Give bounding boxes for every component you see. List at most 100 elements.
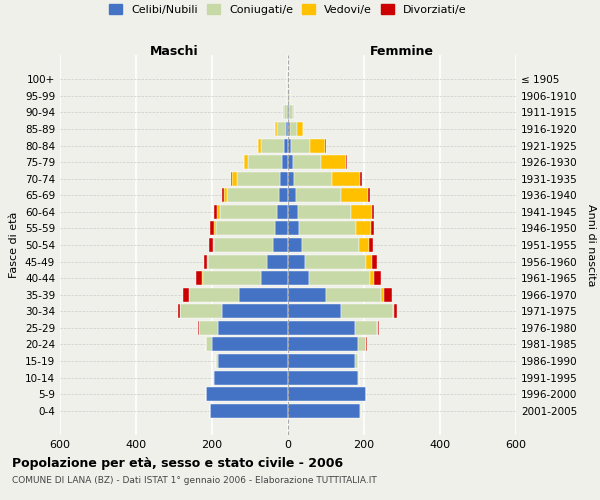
Bar xyxy=(209,238,213,252)
Bar xyxy=(180,304,221,318)
Bar xyxy=(222,188,224,202)
Bar xyxy=(288,387,366,401)
Bar xyxy=(288,370,358,384)
Bar xyxy=(210,404,288,417)
Bar xyxy=(277,122,286,136)
Bar xyxy=(289,89,290,103)
Text: COMUNE DI LANA (BZ) - Dati ISTAT 1° gennaio 2006 - Elaborazione TUTTITALIA.IT: COMUNE DI LANA (BZ) - Dati ISTAT 1° genn… xyxy=(12,476,377,485)
Bar xyxy=(275,122,277,136)
Text: Femmine: Femmine xyxy=(370,45,434,58)
Bar xyxy=(202,271,262,285)
Bar xyxy=(296,188,341,202)
Bar xyxy=(284,106,287,120)
Bar xyxy=(196,271,202,285)
Bar xyxy=(214,370,288,384)
Bar xyxy=(355,354,358,368)
Bar xyxy=(287,106,288,120)
Bar xyxy=(288,188,296,202)
Bar xyxy=(288,321,355,335)
Bar xyxy=(206,387,288,401)
Bar xyxy=(288,304,341,318)
Bar xyxy=(305,254,366,268)
Bar xyxy=(262,138,284,152)
Bar xyxy=(288,172,294,186)
Bar xyxy=(291,138,310,152)
Bar xyxy=(213,370,214,384)
Bar xyxy=(341,188,368,202)
Text: Popolazione per età, sesso e stato civile - 2006: Popolazione per età, sesso e stato civil… xyxy=(12,458,343,470)
Bar xyxy=(297,122,303,136)
Bar xyxy=(275,222,288,235)
Bar xyxy=(378,321,379,335)
Bar xyxy=(293,106,295,120)
Bar xyxy=(288,338,358,351)
Bar xyxy=(332,172,360,186)
Bar xyxy=(198,321,199,335)
Bar xyxy=(218,354,288,368)
Bar xyxy=(221,304,288,318)
Bar xyxy=(355,321,377,335)
Legend: Celibi/Nubili, Coniugati/e, Vedovi/e, Divorziati/e: Celibi/Nubili, Coniugati/e, Vedovi/e, Di… xyxy=(105,0,471,20)
Bar xyxy=(232,172,236,186)
Bar xyxy=(259,138,262,152)
Bar xyxy=(239,288,288,302)
Bar xyxy=(368,188,370,202)
Bar xyxy=(288,271,309,285)
Bar xyxy=(366,254,371,268)
Bar xyxy=(294,172,332,186)
Bar xyxy=(381,288,384,302)
Y-axis label: Anni di nascita: Anni di nascita xyxy=(586,204,596,286)
Bar xyxy=(288,205,298,219)
Bar xyxy=(288,155,293,169)
Bar xyxy=(199,321,218,335)
Bar xyxy=(283,155,288,169)
Bar xyxy=(214,222,216,235)
Bar xyxy=(384,288,392,302)
Bar xyxy=(341,304,392,318)
Bar xyxy=(210,222,214,235)
Bar xyxy=(360,172,362,186)
Bar xyxy=(224,188,227,202)
Bar xyxy=(359,238,369,252)
Bar xyxy=(288,404,360,417)
Bar xyxy=(369,238,373,252)
Bar xyxy=(302,238,359,252)
Bar xyxy=(216,354,218,368)
Bar xyxy=(321,155,346,169)
Bar xyxy=(288,122,290,136)
Bar xyxy=(248,155,283,169)
Bar xyxy=(370,271,373,285)
Bar xyxy=(208,254,267,268)
Bar xyxy=(371,205,374,219)
Bar xyxy=(326,288,381,302)
Bar xyxy=(394,304,397,318)
Bar xyxy=(244,155,248,169)
Bar xyxy=(267,254,288,268)
Bar xyxy=(273,238,288,252)
Text: Maschi: Maschi xyxy=(149,45,199,58)
Y-axis label: Fasce di età: Fasce di età xyxy=(10,212,19,278)
Bar xyxy=(220,205,277,219)
Bar xyxy=(288,254,305,268)
Bar xyxy=(299,222,356,235)
Bar xyxy=(377,321,378,335)
Bar xyxy=(230,172,232,186)
Bar xyxy=(288,238,302,252)
Bar xyxy=(358,338,366,351)
Bar xyxy=(205,254,208,268)
Bar xyxy=(289,106,293,120)
Bar xyxy=(298,205,350,219)
Bar xyxy=(288,288,326,302)
Bar xyxy=(212,338,288,351)
Bar xyxy=(288,222,299,235)
Bar xyxy=(178,304,180,318)
Bar xyxy=(262,271,288,285)
Bar xyxy=(373,271,381,285)
Bar xyxy=(213,238,214,252)
Bar xyxy=(280,172,288,186)
Bar xyxy=(214,238,273,252)
Bar xyxy=(286,122,288,136)
Bar xyxy=(206,338,212,351)
Bar xyxy=(288,138,291,152)
Bar xyxy=(310,138,325,152)
